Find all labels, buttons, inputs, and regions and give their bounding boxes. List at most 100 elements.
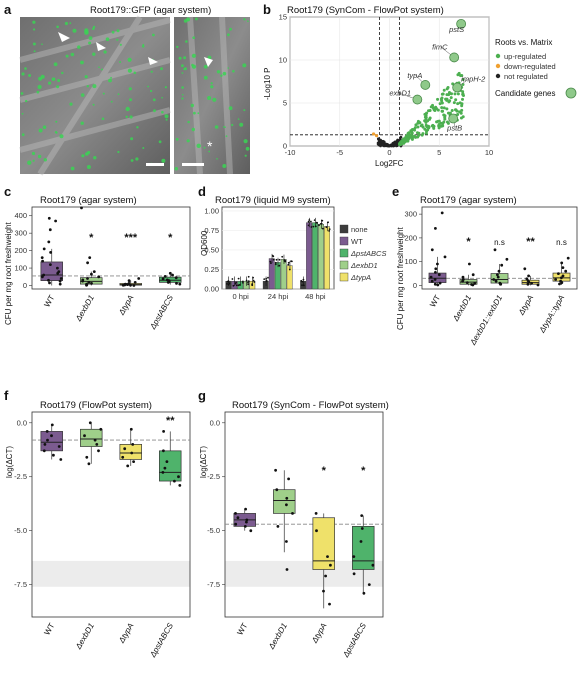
gfp-spot — [192, 36, 195, 39]
panel-g-boxplot: Root179 (SynCom - FlowPot system) log(ΔC… — [199, 400, 389, 660]
gfp-spot — [105, 37, 110, 41]
up-regulated-point — [409, 133, 413, 137]
up-regulated-point — [406, 132, 410, 136]
up-regulated-point — [423, 119, 427, 123]
gfp-spot — [181, 86, 184, 89]
gfp-spot — [36, 90, 40, 94]
data-point — [526, 282, 530, 286]
panel-label-c: c — [4, 184, 11, 199]
y-tick-label: 10 — [279, 56, 287, 65]
category-label: WT — [428, 293, 442, 308]
data-point — [265, 280, 268, 282]
significance-label: * — [466, 236, 471, 248]
panel-b-ylabel: -Log10 P — [263, 68, 272, 100]
gfp-spot — [110, 76, 112, 79]
y-tick-label: 0 — [283, 142, 287, 151]
up-regulated-point — [445, 107, 449, 111]
legend-swatch — [339, 224, 349, 234]
panel-e-ylabel: CFU per mg root freshweight — [396, 227, 405, 330]
y-tick-label: 0.00 — [204, 285, 219, 294]
data-point — [436, 262, 439, 266]
gfp-spot — [86, 85, 90, 88]
data-point — [320, 222, 323, 225]
gfp-spot — [228, 106, 233, 111]
data-point — [505, 257, 509, 261]
arrowhead-icon — [204, 57, 213, 67]
data-point — [275, 488, 279, 492]
data-point — [497, 269, 501, 273]
y-tick-label: 300 — [404, 210, 417, 219]
y-tick-label: 5 — [283, 99, 287, 108]
box — [80, 428, 103, 447]
gfp-spot — [69, 22, 72, 25]
data-point — [87, 281, 91, 284]
up-regulated-point — [428, 108, 432, 112]
panel-c-ylabel: CFU per mg root freshweight — [4, 222, 13, 325]
data-point — [48, 281, 51, 285]
data-point — [228, 282, 231, 285]
y-tick-label: 100 — [404, 257, 417, 266]
data-point — [278, 258, 281, 261]
data-point — [129, 427, 133, 431]
category-label: WT — [235, 621, 249, 636]
gfp-spot — [214, 125, 219, 129]
data-point — [473, 282, 477, 285]
data-point — [42, 449, 46, 453]
gfp-spot — [136, 126, 139, 129]
data-point — [312, 225, 315, 228]
panel-g-title: Root179 (SynCom - FlowPot system) — [232, 400, 389, 411]
significance-label: ** — [166, 415, 175, 427]
data-point — [324, 574, 327, 578]
gfp-spot — [100, 68, 103, 71]
data-point — [247, 280, 250, 282]
data-point — [86, 261, 89, 265]
gfp-spot — [21, 133, 25, 137]
data-point — [269, 260, 272, 263]
y-tick-label: 0 — [23, 281, 27, 290]
data-point — [316, 221, 318, 224]
data-point — [307, 224, 310, 227]
up-regulated-point — [425, 111, 429, 115]
candidate-point — [449, 52, 460, 63]
x-tick-label: 48 hpi — [305, 292, 326, 301]
gfp-spot — [92, 103, 95, 106]
up-regulated-point — [457, 71, 461, 75]
up-regulated-point — [425, 125, 429, 129]
data-point — [352, 555, 356, 558]
gfp-spot — [128, 87, 132, 91]
data-point — [327, 221, 329, 224]
data-point — [302, 278, 305, 281]
category-label: ΔexbD1 — [451, 294, 474, 324]
category-label: ΔtypA — [117, 294, 136, 318]
data-point — [301, 280, 304, 283]
panel-d-barplot: Root179 (liquid M9 system) OD600 0.00 0.2… — [200, 195, 386, 301]
not-regulated-point — [381, 143, 385, 147]
not-regulated-point — [390, 144, 394, 148]
significance-label: ** — [526, 236, 535, 248]
panel-f-title: Root179 (FlowPot system) — [40, 400, 152, 411]
data-point — [271, 254, 274, 257]
data-point — [162, 430, 166, 433]
data-point — [126, 464, 130, 468]
gfp-spot — [186, 139, 190, 143]
gfp-spot — [55, 120, 58, 123]
gfp-spot — [28, 74, 32, 77]
data-point — [249, 529, 253, 533]
data-point — [274, 468, 277, 472]
gfp-spot — [232, 69, 235, 73]
data-point — [274, 261, 277, 264]
data-point — [301, 284, 303, 287]
gfp-spot — [127, 68, 132, 73]
up-regulated-point — [460, 73, 464, 77]
not-regulated-point — [376, 137, 380, 141]
bar — [312, 222, 318, 290]
category-label: WT — [42, 621, 56, 636]
data-point — [265, 277, 268, 280]
gfp-spot — [153, 109, 156, 113]
data-point — [329, 563, 332, 567]
up-regulated-point — [442, 113, 446, 117]
data-point — [281, 255, 284, 258]
up-regulated-point — [445, 120, 449, 124]
y-tick-label: 400 — [14, 211, 27, 220]
gfp-spot — [56, 85, 60, 89]
